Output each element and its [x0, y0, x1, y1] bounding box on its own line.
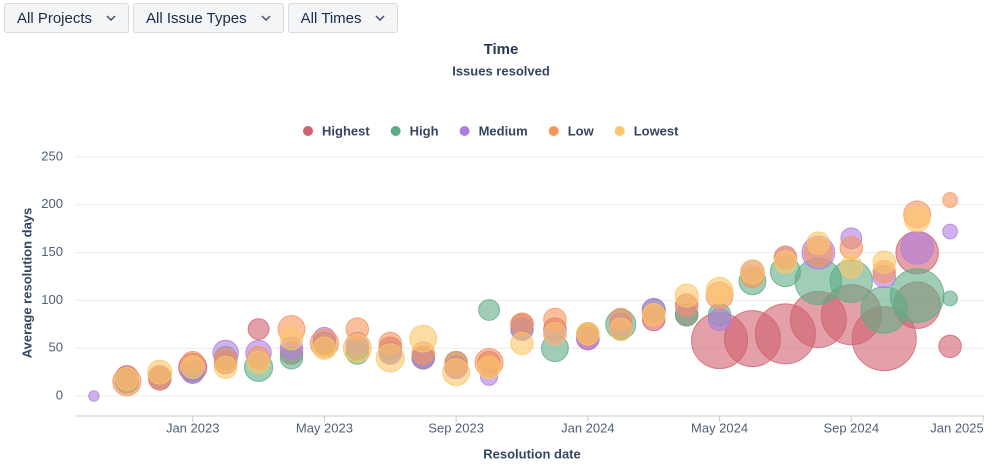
bubble — [375, 343, 405, 373]
bubble — [409, 324, 438, 353]
legend-swatch — [614, 126, 625, 136]
bubble — [872, 250, 896, 274]
legend-label: Lowest — [634, 123, 679, 138]
bubble — [740, 259, 765, 285]
legend-swatch — [390, 126, 401, 136]
chart-subtitle: Issues resolved — [452, 63, 550, 78]
legend-swatch — [303, 126, 313, 136]
bubble — [279, 326, 304, 351]
bubble — [839, 255, 864, 279]
bubble — [213, 355, 238, 380]
bubble — [180, 355, 205, 380]
x-tick-label: May 2023 — [296, 420, 353, 435]
bubble — [889, 268, 945, 323]
bubble — [246, 350, 271, 375]
y-tick-label: 100 — [41, 292, 63, 307]
chevron — [375, 15, 386, 21]
legend-label: High — [410, 123, 439, 138]
bubble — [705, 276, 734, 305]
bubble — [510, 331, 534, 356]
filter-label: All Projects — [17, 9, 93, 27]
filter-label: All Issue Types — [146, 9, 247, 27]
bubble — [477, 355, 501, 380]
filters: All Projects All Issue Types All Times — [4, 3, 399, 33]
x-tick-label: May 2024 — [691, 420, 748, 435]
legend-swatch — [548, 126, 559, 136]
bubble — [773, 250, 798, 274]
bubble — [312, 336, 337, 360]
bubble — [609, 317, 633, 341]
series — [115, 205, 931, 391]
bubble — [900, 230, 935, 265]
legend-swatch — [459, 126, 470, 136]
x-axis-label: Resolution date — [483, 446, 581, 461]
legend-label: Highest — [322, 123, 370, 138]
bubble — [806, 231, 831, 255]
y-tick-label: 150 — [41, 244, 63, 259]
chevron — [261, 15, 271, 21]
x-tick-label: Jan 2024 — [561, 420, 615, 435]
y-tick-label: 0 — [56, 387, 63, 402]
bubble — [576, 322, 600, 346]
chart-title: Time — [484, 41, 519, 58]
x-tick-label: Sep 2024 — [823, 420, 879, 435]
bubble — [247, 318, 270, 340]
bubble — [942, 223, 958, 240]
bubble — [942, 192, 958, 208]
bubble — [707, 307, 732, 332]
bubble — [115, 367, 139, 391]
x-tick-label: Jan 2023 — [166, 420, 220, 435]
bubble — [903, 205, 931, 233]
legend-label: Medium — [479, 123, 528, 138]
y-tick-label: 50 — [49, 340, 63, 355]
x-tick-label: Jan 2025 — [930, 420, 984, 435]
bubble — [938, 334, 962, 359]
y-tick-label: 250 — [41, 148, 63, 163]
bubble — [641, 303, 666, 327]
bubble — [674, 283, 699, 308]
filter-button[interactable]: All Projects — [4, 3, 130, 33]
y-tick-label: 200 — [41, 196, 63, 211]
bubble — [342, 333, 372, 363]
filter-button[interactable]: All Times — [287, 3, 399, 33]
bubble — [942, 290, 958, 307]
legend-label: Low — [568, 123, 595, 138]
bubble — [543, 322, 567, 346]
y-axis-label: Average resolution days — [19, 208, 34, 359]
filter-button[interactable]: All Issue Types — [133, 3, 284, 33]
bubble — [478, 299, 500, 321]
filter-label: All Times — [300, 9, 362, 27]
bubble — [147, 359, 173, 385]
bubble — [88, 390, 100, 402]
bubble — [442, 358, 471, 387]
x-tick-label: Sep 2023 — [428, 420, 484, 435]
chevron — [106, 15, 116, 21]
